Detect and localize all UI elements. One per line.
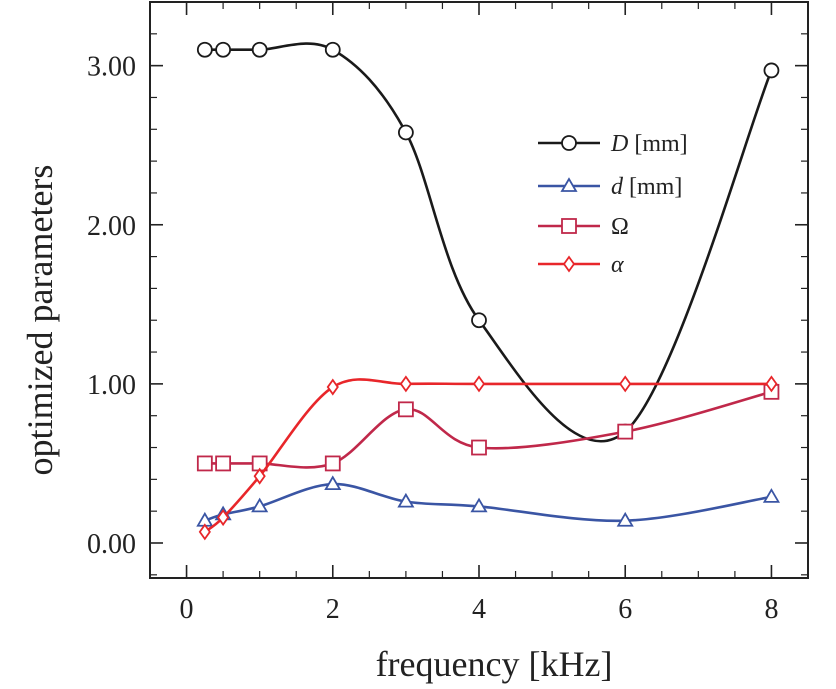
- data-point-alpha: [253, 467, 266, 485]
- legend-series-name: α: [611, 252, 624, 278]
- x-axis-label: frequency [kHz]: [376, 644, 613, 684]
- series-line-D: [204, 42, 773, 443]
- legend-series-name: Ω: [611, 214, 629, 240]
- data-point-alpha: [765, 375, 778, 393]
- data-point-omega: [196, 455, 213, 472]
- axes: 0 2 4 6 8 0.00 1.00 2.00 3.00: [87, 1, 809, 625]
- plot-area: [196, 41, 781, 541]
- legend-label: α: [611, 252, 624, 278]
- data-point-d: [251, 497, 269, 513]
- x-tick-label: 0: [180, 594, 194, 625]
- data-point-D: [471, 312, 487, 329]
- data-point-alpha: [619, 375, 632, 393]
- data-point-d: [762, 488, 781, 503]
- legend-swatch-marker: [560, 177, 578, 192]
- x-tick-label: 2: [326, 594, 340, 625]
- legend-swatch-marker: [562, 255, 576, 273]
- legend-swatch-marker: [561, 218, 577, 234]
- x-tick-label: 8: [764, 594, 778, 625]
- series-d: [196, 475, 781, 527]
- data-point-D: [397, 124, 414, 141]
- legend-series-unit: [mm]: [623, 174, 682, 200]
- data-point-D: [215, 41, 232, 58]
- data-point-omega: [471, 439, 487, 456]
- legend: D [mm]d [mm]Ωα: [538, 131, 688, 278]
- legend-swatch-marker: [561, 135, 577, 151]
- legend-series-unit: [mm]: [628, 131, 687, 157]
- data-point-D: [196, 41, 213, 58]
- x-tick-label: 4: [472, 594, 486, 625]
- legend-item-D: D [mm]: [538, 131, 688, 157]
- legend-item-alpha: α: [538, 252, 624, 278]
- data-point-D: [324, 41, 341, 58]
- legend-series-name: D: [610, 131, 628, 157]
- series-line-omega: [204, 390, 772, 469]
- data-point-d: [324, 475, 342, 491]
- data-point-alpha: [472, 375, 486, 393]
- plot-frame: [149, 1, 809, 579]
- data-point-D: [763, 62, 780, 79]
- y-tick-label: 2.00: [87, 211, 136, 242]
- y-tick-label: 1.00: [87, 370, 136, 401]
- series-line-d: [204, 482, 772, 523]
- data-point-d: [397, 492, 415, 508]
- legend-item-omega: Ω: [538, 214, 629, 240]
- data-point-omega: [397, 401, 414, 418]
- y-tick-label: 0.00: [87, 529, 136, 560]
- data-point-alpha: [217, 508, 230, 527]
- data-point-alpha: [399, 375, 412, 393]
- y-tick-label: 3.00: [87, 52, 136, 83]
- data-point-d: [470, 497, 488, 513]
- x-tick-label: 6: [618, 594, 632, 625]
- legend-series-name: d: [611, 174, 624, 200]
- legend-label: D [mm]: [610, 131, 688, 157]
- data-point-D: [251, 41, 268, 58]
- legend-label: d [mm]: [611, 174, 682, 200]
- data-point-omega: [215, 455, 232, 472]
- data-point-alpha: [326, 378, 339, 396]
- series-line-alpha: [204, 378, 772, 533]
- data-point-omega: [324, 455, 341, 472]
- series-D: [196, 41, 780, 443]
- legend-label: Ω: [611, 214, 629, 240]
- series-omega: [196, 383, 780, 472]
- legend-item-d: d [mm]: [538, 174, 682, 200]
- y-axis-label: optimized parameters: [20, 165, 60, 476]
- data-point-d: [616, 511, 634, 527]
- data-point-alpha: [198, 523, 211, 541]
- series-alpha: [198, 375, 778, 541]
- data-point-omega: [617, 423, 634, 440]
